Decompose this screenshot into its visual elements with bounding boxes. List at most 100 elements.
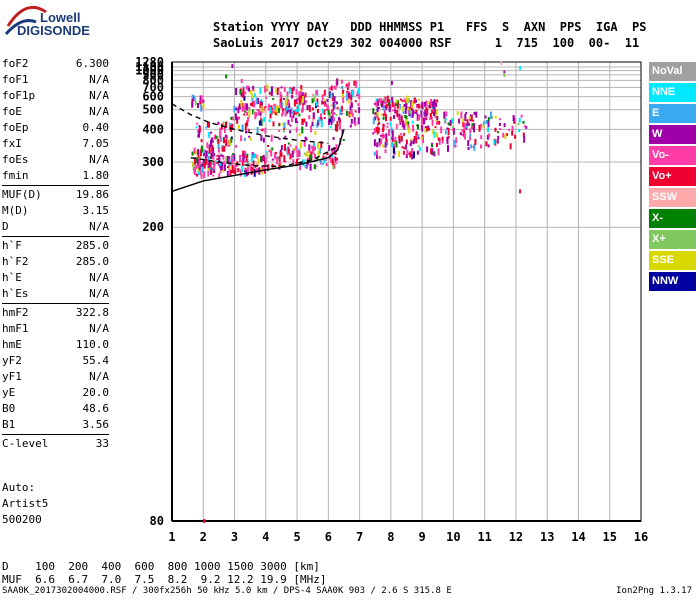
echo-point: [283, 122, 286, 129]
echo-point: [217, 141, 220, 149]
echo-point: [274, 152, 277, 160]
echo-point: [242, 88, 245, 96]
echo-point: [263, 116, 266, 122]
echo-point: [266, 164, 269, 172]
echo-point: [468, 116, 471, 120]
echo-point: [295, 118, 297, 123]
x-tick-label: 14: [571, 530, 585, 544]
echo-point: [257, 158, 260, 166]
echo-point: [390, 100, 392, 103]
echo-point: [375, 150, 378, 156]
echo-point: [274, 106, 276, 110]
echo-point: [511, 130, 514, 136]
echo-point: [197, 166, 200, 172]
echo-point: [347, 99, 350, 104]
param-value: 3.15: [82, 204, 110, 217]
echo-point: [289, 144, 292, 147]
echo-point: [289, 114, 292, 118]
echo-point: [202, 103, 205, 109]
echo-point: [464, 132, 466, 140]
echo-point: [304, 92, 307, 98]
echo-point: [421, 116, 423, 123]
echo-point: [215, 135, 218, 139]
echo-point: [329, 125, 332, 128]
echo-point: [384, 109, 386, 115]
echo-point: [341, 86, 344, 89]
logo-lowell: Lowell: [40, 10, 81, 25]
echo-point: [320, 160, 322, 164]
echo-outlier: [390, 80, 393, 85]
echo-point: [384, 97, 387, 104]
echo-point: [408, 127, 411, 134]
echo-point: [415, 131, 418, 136]
echo-point: [377, 117, 380, 121]
echo-point: [219, 131, 222, 139]
echo-point: [405, 115, 408, 120]
param-row: foF1p N/A: [2, 88, 109, 104]
echo-point: [241, 105, 244, 112]
echo-point: [287, 119, 290, 125]
echo-point: [286, 91, 289, 99]
echo-point: [430, 116, 433, 120]
y-tick-label: 300: [142, 155, 164, 169]
echo-point: [382, 123, 385, 131]
echo-point: [472, 119, 475, 122]
echo-point: [320, 113, 322, 118]
echo-point: [387, 103, 390, 105]
echo-point: [262, 137, 265, 143]
param-key: hmF1: [2, 322, 29, 335]
echo-point: [191, 151, 194, 156]
echo-point: [334, 156, 337, 162]
param-key: B0: [2, 402, 16, 415]
echo-point: [278, 160, 281, 165]
echo-point: [266, 84, 269, 92]
echo-point: [381, 128, 384, 133]
echo-point: [207, 156, 210, 162]
echo-point: [217, 147, 220, 152]
echo-point: [425, 104, 428, 107]
echo-point: [413, 97, 416, 104]
echo-point: [435, 102, 438, 107]
echo-point: [349, 105, 352, 111]
echo-point: [239, 169, 242, 177]
echo-point: [332, 164, 335, 170]
echo-point: [402, 150, 405, 155]
echo-point: [241, 124, 244, 131]
y-tick-label: 1280: [135, 55, 164, 69]
param-row: yF1 N/A: [2, 369, 109, 385]
echo-point: [259, 87, 262, 95]
echo-point: [205, 158, 208, 165]
echo-point: [376, 115, 379, 119]
echo-point: [468, 122, 470, 126]
echo-point: [416, 113, 419, 121]
echo-point: [462, 118, 465, 123]
echo-outlier: [500, 61, 503, 65]
echo-point: [287, 142, 290, 145]
echo-point: [411, 153, 414, 160]
echo-point: [463, 122, 466, 130]
echo-point: [401, 146, 404, 149]
echo-point: [275, 105, 278, 111]
echo-point: [336, 121, 339, 127]
echo-point: [447, 144, 449, 152]
echo-point: [400, 115, 403, 123]
echo-point: [381, 133, 384, 137]
echo-point: [265, 88, 268, 91]
echo-point: [402, 132, 405, 136]
x-tick-label: 4: [262, 530, 269, 544]
echo-point: [311, 121, 314, 126]
param-row: foEp 0.40: [2, 120, 109, 136]
echo-point: [417, 98, 420, 101]
echo-point: [237, 124, 240, 129]
echo-point: [210, 155, 213, 159]
echo-point: [453, 140, 456, 147]
echo-point: [412, 139, 415, 144]
echo-point: [278, 124, 281, 127]
echo-outlier: [231, 64, 234, 69]
echo-point: [334, 86, 337, 90]
echo-point: [210, 151, 213, 157]
echo-point: [230, 137, 233, 143]
echo-point: [391, 136, 394, 140]
echo-point: [380, 134, 383, 137]
echo-point: [283, 155, 286, 163]
